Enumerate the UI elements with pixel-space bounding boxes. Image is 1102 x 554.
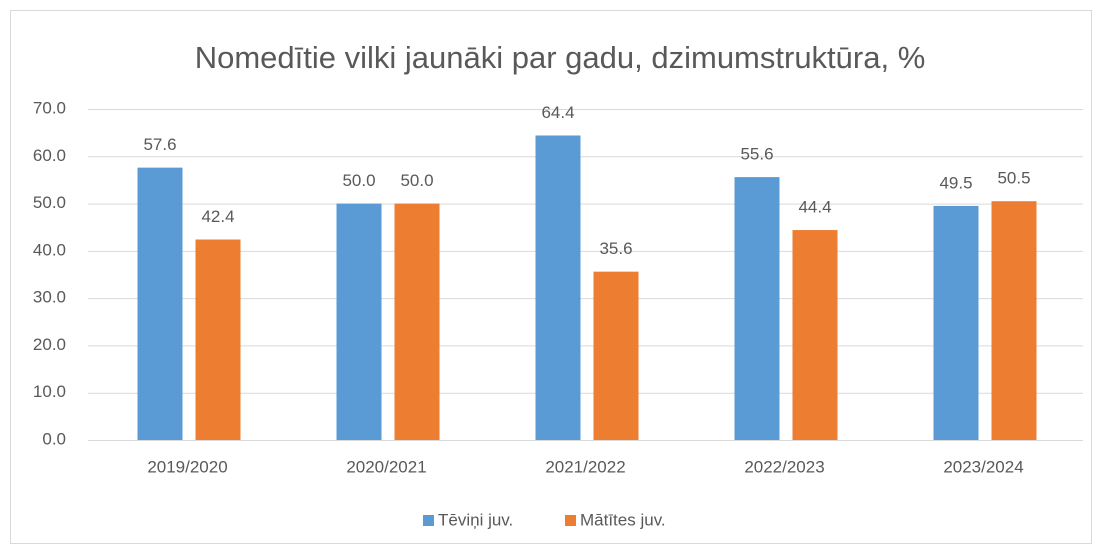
y-tick-label: 40.0 [33, 240, 66, 259]
y-tick-label: 30.0 [33, 288, 66, 307]
value-label: 49.5 [939, 173, 972, 192]
value-label: 42.4 [201, 207, 234, 226]
legend-label: Mātītes juv. [580, 510, 666, 529]
x-tick-label: 2021/2022 [545, 457, 625, 476]
y-tick-label: 70.0 [33, 98, 66, 117]
value-label: 55.6 [740, 145, 773, 164]
legend-swatch [423, 515, 434, 526]
value-label: 44.4 [798, 198, 831, 217]
value-label: 64.4 [541, 103, 574, 122]
y-tick-label: 50.0 [33, 193, 66, 212]
value-label: 50.0 [342, 171, 375, 190]
legend-label: Tēviņi juv. [438, 510, 513, 529]
bar [394, 203, 440, 440]
y-tick-label: 10.0 [33, 382, 66, 401]
bar [933, 205, 979, 440]
x-tick-label: 2019/2020 [147, 457, 227, 476]
y-tick-label: 60.0 [33, 146, 66, 165]
bar [336, 203, 382, 440]
value-label: 50.0 [400, 171, 433, 190]
bar [535, 135, 581, 441]
value-label: 35.6 [599, 239, 632, 258]
bar [734, 177, 780, 440]
x-tick-label: 2023/2024 [943, 457, 1023, 476]
legend-swatch [565, 515, 576, 526]
chart-title: Nomedītie vilki jaunāki par gadu, dzimum… [195, 40, 926, 75]
value-label: 57.6 [143, 135, 176, 154]
y-tick-label: 0.0 [42, 429, 66, 448]
x-tick-label: 2022/2023 [744, 457, 824, 476]
x-tick-label: 2020/2021 [346, 457, 426, 476]
y-tick-label: 20.0 [33, 335, 66, 354]
bar [991, 201, 1037, 440]
bar [792, 230, 838, 440]
value-label: 50.5 [997, 169, 1030, 188]
bar [195, 239, 241, 440]
bar [593, 271, 639, 440]
bar [137, 167, 183, 441]
